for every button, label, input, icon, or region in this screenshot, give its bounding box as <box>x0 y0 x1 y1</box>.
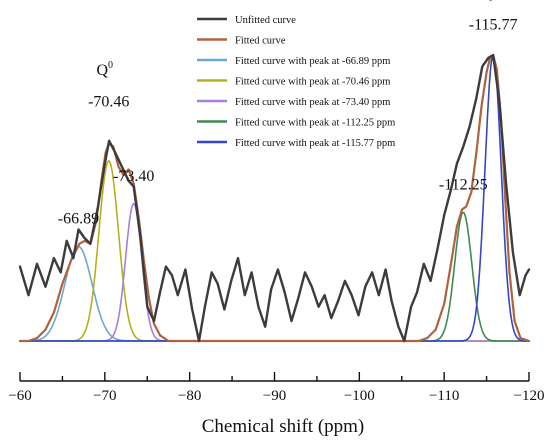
q-label: Q0 <box>96 60 113 79</box>
x-tick-label: −100 <box>344 388 375 404</box>
peak-label: -70.46 <box>88 93 129 110</box>
x-axis: −60 −70 −80 −90 −100 −110 −120 <box>8 372 544 404</box>
q-label: Q4 <box>481 0 498 2</box>
x-tick-label: −120 <box>514 388 545 404</box>
legend-entry: Fitted curve <box>235 35 286 46</box>
legend-entry: Fitted curve with peak at -115.77 ppm <box>235 138 395 149</box>
legend-entry: Fitted curve with peak at -73.40 ppm <box>235 97 390 108</box>
peak-annotations: -66.89 -70.46 -73.40 -112.25 -115.77 Q0 Q4 <box>58 0 518 228</box>
x-tick-label: −60 <box>8 388 31 404</box>
peak-label: -73.40 <box>113 168 154 185</box>
legend-entry: Fitted curve with peak at -112.25 ppm <box>235 117 395 128</box>
x-tick-label: −80 <box>178 388 201 404</box>
peak-label: -115.77 <box>469 16 518 33</box>
peak-label: -112.25 <box>439 176 488 193</box>
fitted-curve <box>18 53 531 343</box>
x-tick-label: −110 <box>429 388 459 404</box>
x-axis-title: Chemical shift (ppm) <box>202 416 365 437</box>
legend-entry: Unfitted curve <box>235 15 296 26</box>
legend: Unfitted curve Fitted curve Fitted curve w… <box>197 15 395 149</box>
peak-label: -66.89 <box>58 211 99 228</box>
unfitted-curve <box>18 53 531 343</box>
curves-layer <box>18 53 531 343</box>
x-tick-label: −70 <box>93 388 116 404</box>
legend-entry: Fitted curve with peak at -70.46 ppm <box>235 76 390 87</box>
legend-entry: Fitted curve with peak at -66.89 ppm <box>235 56 390 67</box>
x-tick-label: −90 <box>263 388 286 404</box>
